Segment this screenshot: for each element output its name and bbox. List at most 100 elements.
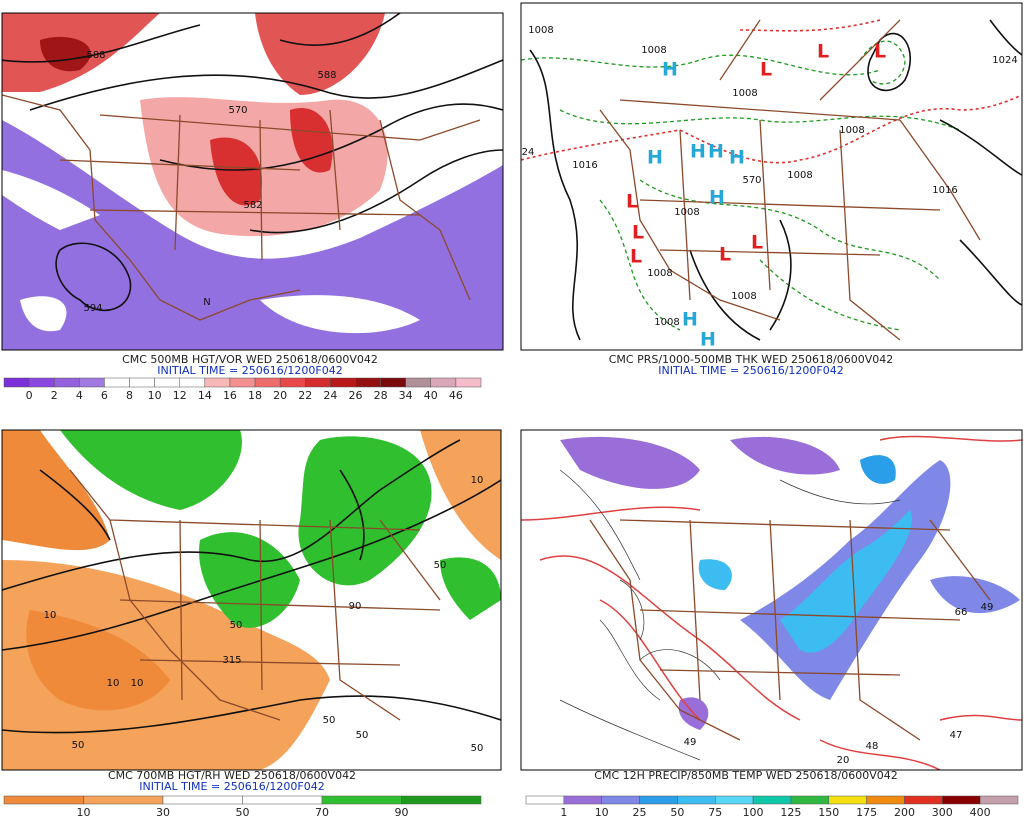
colorbar-label: 18 [248,389,262,402]
pressure-center: H [709,187,725,209]
colorbar-label: 25 [633,806,647,819]
colorbar-swatch [790,795,830,805]
colorbar-swatch [430,377,457,388]
contour-label: 50 [356,730,369,741]
colorbar-swatch [380,377,406,388]
colorbar-label: 46 [449,389,463,402]
colorbar-label: 50 [670,806,684,819]
contour-label: 1008 [731,291,756,302]
pressure-center: L [626,191,638,213]
contour-label: 1008 [641,45,666,56]
precip-map [521,430,1022,770]
contour-label: 1024 [992,55,1017,66]
pressure-center: H [662,59,678,81]
initial-time: INITIAL TIME = 250616/1200F042 [658,364,843,377]
contour-label: 49 [981,602,994,613]
colorbar-swatch [455,377,482,388]
colorbar-label: 22 [298,389,312,402]
pressure-center: H [700,329,716,351]
colorbar-swatch [3,377,30,388]
colorbar-swatch [321,795,402,805]
colorbar-label: 10 [77,806,91,819]
colorbar-label: 6 [101,389,108,402]
contour-label: 1008 [647,268,672,279]
map-frame [520,2,1023,351]
contour-label: 50 [72,740,85,751]
colorbar-swatch [563,795,602,805]
map-caption: CMC PRS/1000-500MB THK WED 250618/0600V0… [609,353,894,366]
colorbar-swatch [601,795,640,805]
colorbar-label: 12 [173,389,187,402]
contour-label: 1008 [654,317,679,328]
colorbar-swatch [162,795,243,805]
map-caption: CMC 700MB HGT/RH WED 250618/0600V042 [108,769,356,782]
pressure-center: L [817,41,829,63]
colorbar-swatch [828,795,867,805]
initial-time: INITIAL TIME = 250616/1200F042 [157,364,342,377]
contour-label: 20 [837,755,850,766]
contour-label: 1008 [674,207,699,218]
colorbar-label: 175 [856,806,877,819]
contour-label: 1008 [839,125,864,136]
colorbar-label: 1 [560,806,567,819]
pressure-center: L [760,59,772,81]
colorbar-swatch [405,377,432,388]
contour-label: 48 [866,741,879,752]
colorbar-swatch [355,377,381,388]
contour-label: 47 [950,730,963,741]
colorbar-swatch [525,795,565,805]
contour-label: 50 [434,560,447,571]
colorbar-label: 20 [273,389,287,402]
contour-label: 10 [107,678,120,689]
humidity-map [2,430,501,770]
colorbar-label: 75 [708,806,722,819]
contour-label: 90 [349,601,362,612]
colorbar-label: 0 [26,389,33,402]
colorbar-swatch [942,795,981,805]
map-frame [1,12,504,351]
contour-label: 50 [230,620,243,631]
pressure-center: H [690,141,706,163]
colorbar-swatch [242,795,323,805]
colorbar-label: 10 [148,389,162,402]
colorbar-swatch [79,377,105,388]
contour-label: 1016 [932,185,957,196]
colorbar-label: 8 [126,389,133,402]
contour-label: 570 [742,175,761,186]
pressure-center: L [630,246,642,268]
contour-label: 315 [222,655,241,666]
colorbar-label: 50 [236,806,250,819]
colorbar-swatch [28,377,55,388]
colorbar-swatch [254,377,281,388]
colorbar-label: 28 [374,389,388,402]
colorbar-label: 2 [51,389,58,402]
pressure-center: L [874,41,886,63]
contour-label: 24 [522,147,535,158]
colorbar-swatch [979,795,1019,805]
colorbar-label: 300 [932,806,953,819]
colorbar-swatch [179,377,206,388]
colorbar-label: 40 [424,389,438,402]
initial-time: INITIAL TIME = 250616/1200F042 [139,780,324,793]
pressure-center: L [632,222,644,244]
colorbar-label: 24 [323,389,337,402]
colorbar-swatch [154,377,180,388]
contour-label: 1016 [572,160,597,171]
contour-label: N [203,297,210,308]
contour-label: 588 [317,70,336,81]
colorbar-label: 200 [894,806,915,819]
colorbar-label: 90 [395,806,409,819]
colorbar-label: 10 [595,806,609,819]
map-caption: CMC 12H PRECIP/850MB TEMP WED 250618/060… [594,769,897,782]
contour-label: 10 [471,475,484,486]
map-frame [520,429,1023,771]
contour-label: 594 [83,303,102,314]
colorbar-swatch [639,795,678,805]
colorbar-label: 26 [348,389,362,402]
colorbar-label: 150 [818,806,839,819]
colorbar-swatch [104,377,130,388]
pressure-center: H [647,147,663,169]
colorbar-swatch [53,377,80,388]
